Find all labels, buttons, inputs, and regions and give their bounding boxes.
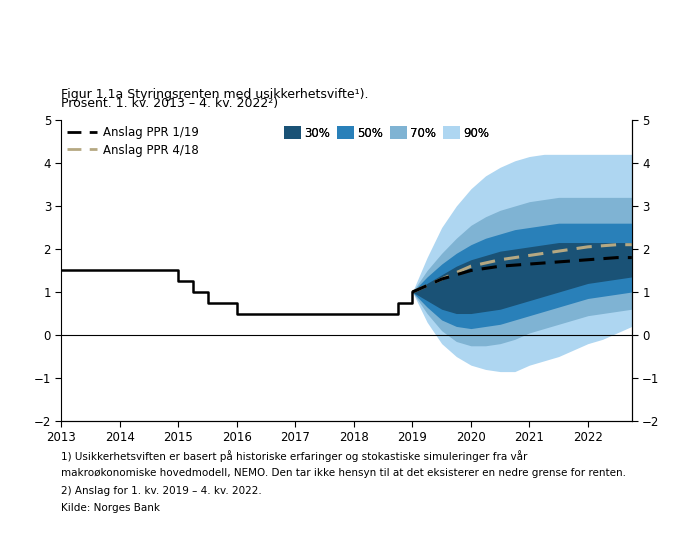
- Text: Prosent. 1. kv. 2013 – 4. kv. 2022²): Prosent. 1. kv. 2013 – 4. kv. 2022²): [61, 98, 279, 110]
- Text: makroøkonomiske hovedmodell, NEMO. Den tar ikke hensyn til at det eksisterer en : makroøkonomiske hovedmodell, NEMO. Den t…: [61, 468, 626, 478]
- Text: 2) Anslag for 1. kv. 2019 – 4. kv. 2022.: 2) Anslag for 1. kv. 2019 – 4. kv. 2022.: [61, 486, 262, 496]
- Text: Kilde: Norges Bank: Kilde: Norges Bank: [61, 503, 161, 513]
- Text: Figur 1.1a Styringsrenten med usikkerhetsvifte¹).: Figur 1.1a Styringsrenten med usikkerhet…: [61, 88, 369, 101]
- Legend: 30%, 50%, 70%, 90%: 30%, 50%, 70%, 90%: [284, 126, 489, 140]
- Text: 1) Usikkerhetsviften er basert på historiske erfaringer og stokastiske simulerin: 1) Usikkerhetsviften er basert på histor…: [61, 450, 528, 462]
